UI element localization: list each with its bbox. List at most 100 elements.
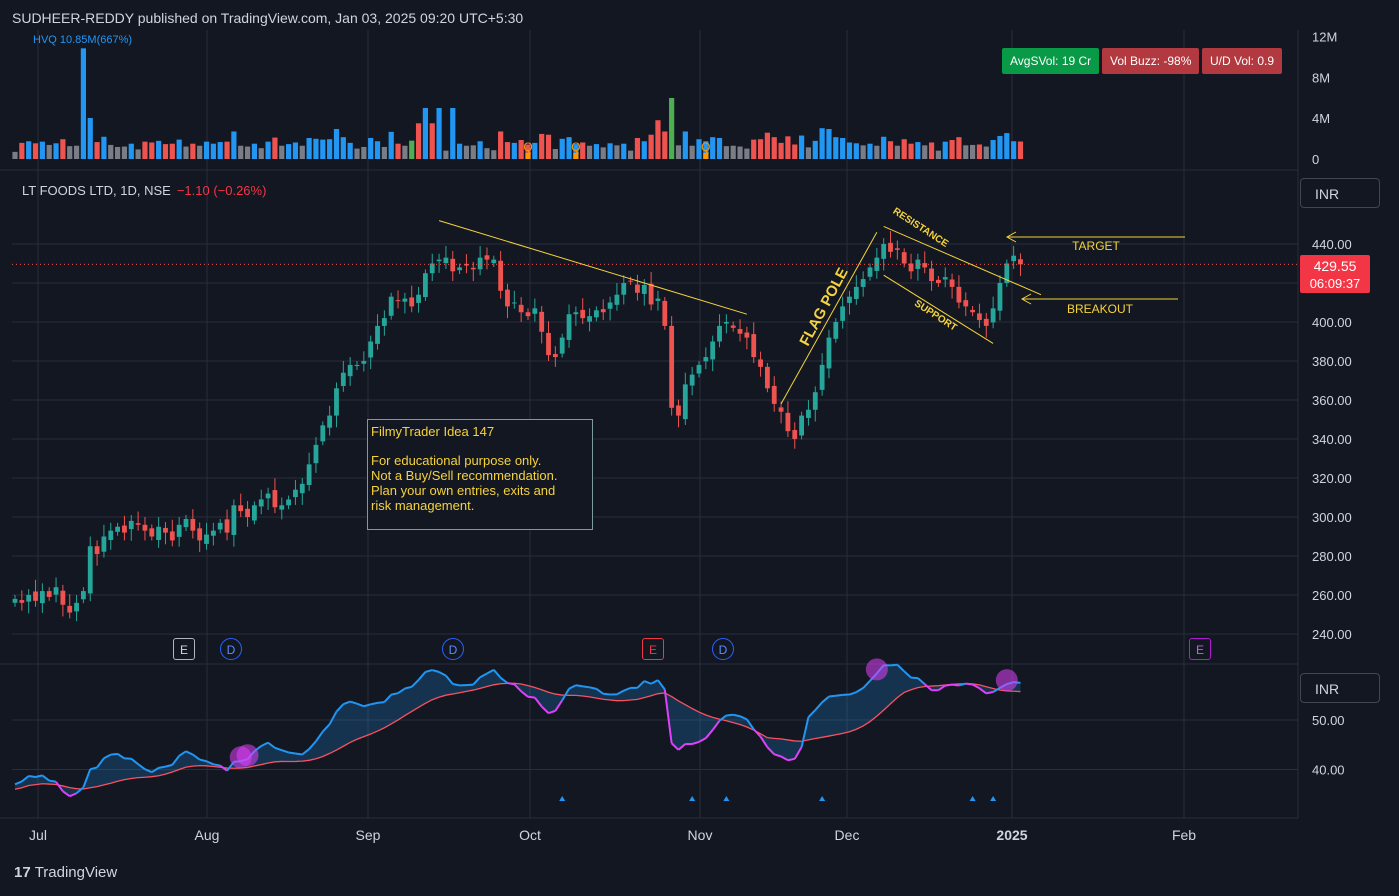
candle-body xyxy=(12,598,18,603)
publisher-header: SUDHEER-REDDY published on TradingView.c… xyxy=(12,10,524,26)
indicator-line xyxy=(267,741,276,749)
volume-bar xyxy=(703,141,709,159)
indicator-line xyxy=(616,689,625,696)
indicator-line xyxy=(780,755,789,762)
candle-body xyxy=(908,263,914,272)
dividend-event-marker[interactable]: D xyxy=(442,638,464,660)
earnings-event-marker[interactable]: E xyxy=(1189,638,1211,660)
indicator-line xyxy=(603,692,611,696)
indicator-line xyxy=(718,714,727,722)
volume-bar xyxy=(566,137,572,159)
candle-body xyxy=(840,306,846,321)
candle-body xyxy=(258,499,264,507)
volume-bar xyxy=(792,144,798,159)
indicator-line xyxy=(691,740,700,745)
volume-bar xyxy=(545,134,552,159)
volume-bar xyxy=(395,143,401,159)
indicator-line xyxy=(390,692,399,696)
volume-bar xyxy=(73,145,80,159)
candle-body xyxy=(826,337,832,369)
volume-bar xyxy=(751,139,757,159)
support-label: SUPPORT xyxy=(912,298,959,334)
indicator-line xyxy=(527,695,535,699)
candle-body xyxy=(46,591,52,597)
earnings-event-marker[interactable]: E xyxy=(173,638,195,660)
volume-bar xyxy=(860,145,866,159)
dividend-event-marker[interactable]: D xyxy=(220,638,242,660)
indicator-line xyxy=(773,753,782,758)
candle-body xyxy=(53,587,59,595)
candle-body xyxy=(552,353,558,358)
indicator-line xyxy=(835,693,843,697)
volume-bar xyxy=(156,140,162,159)
volume-bar xyxy=(197,145,203,159)
candle-body xyxy=(272,490,278,508)
tradingview-logo[interactable]: 17 TradingView xyxy=(14,864,117,881)
volume-bar xyxy=(641,141,647,159)
candlestick-series xyxy=(12,231,1298,622)
candle-body xyxy=(67,605,73,613)
indicator-line xyxy=(165,763,173,768)
volume-bar xyxy=(983,146,989,159)
idea-note[interactable]: FilmyTrader Idea 147 For educational pur… xyxy=(367,419,593,530)
volume-bar xyxy=(67,146,73,159)
volume-bar-quarter xyxy=(703,153,709,159)
indicator-line xyxy=(445,674,454,685)
indicator-line xyxy=(945,683,953,687)
indicator-line xyxy=(582,685,590,689)
indicator-line xyxy=(55,781,64,792)
symbol-legend[interactable]: LT FOODS LTD, 1D, NSE −1.10 (−0.26%) xyxy=(22,183,266,198)
indicator-line xyxy=(69,792,77,798)
indicator-line xyxy=(110,752,118,756)
indicator-ma-line xyxy=(14,682,1021,790)
indicator-line xyxy=(855,687,864,693)
indicator-line xyxy=(178,750,187,757)
dividend-event-marker[interactable]: D xyxy=(712,638,734,660)
indicator-line xyxy=(82,768,92,788)
volume-bar xyxy=(764,132,770,159)
volume-bar xyxy=(586,145,593,159)
volume-bar xyxy=(805,147,812,159)
volume-bar xyxy=(422,108,428,159)
note-line: Not a Buy/Sell recommendation. xyxy=(371,468,558,483)
candle-body xyxy=(149,528,155,537)
earnings-event-marker[interactable]: E xyxy=(642,638,664,660)
candle-body xyxy=(929,268,934,282)
indicator-line xyxy=(500,676,509,684)
candle-body xyxy=(723,322,729,324)
indicator-line xyxy=(540,705,550,714)
time-tick-label: Oct xyxy=(519,827,541,843)
volume-bar xyxy=(915,142,921,159)
volume-bar xyxy=(415,123,422,159)
indicator-line xyxy=(370,701,378,706)
volume-bar xyxy=(306,137,312,159)
volume-bar xyxy=(894,145,900,159)
currency-selector-main[interactable]: INR xyxy=(1300,178,1380,208)
volume-tick-label: 8M xyxy=(1312,70,1330,85)
candle-body xyxy=(299,483,305,494)
candle-body xyxy=(33,591,38,601)
volume-bar xyxy=(368,137,374,159)
candle-body xyxy=(594,310,599,318)
volume-bar xyxy=(1017,141,1024,159)
symbol-title: LT FOODS LTD, 1D, NSE xyxy=(22,183,171,198)
indicator-line xyxy=(144,768,153,774)
note-line: For educational purpose only. xyxy=(371,453,542,468)
candle-body xyxy=(87,546,93,594)
indicator-line xyxy=(793,746,803,760)
candle-body xyxy=(450,258,456,272)
indicator-line xyxy=(35,774,43,779)
quarter-marker: Q xyxy=(571,140,580,154)
volume-bar xyxy=(203,141,210,159)
indicator-line xyxy=(965,682,973,686)
volume-bar xyxy=(231,131,237,159)
candle-body xyxy=(525,312,531,317)
chart-axes: 240.00 260.00 280.00 300.00 320.00 340.00 360.… xyxy=(29,30,1352,843)
volume-bar xyxy=(238,145,244,159)
indicator-line xyxy=(417,671,427,681)
candle-body xyxy=(573,312,579,315)
currency-selector-indicator[interactable]: INR xyxy=(1300,673,1380,703)
candle-body xyxy=(792,430,798,439)
volume-bar xyxy=(826,129,832,159)
